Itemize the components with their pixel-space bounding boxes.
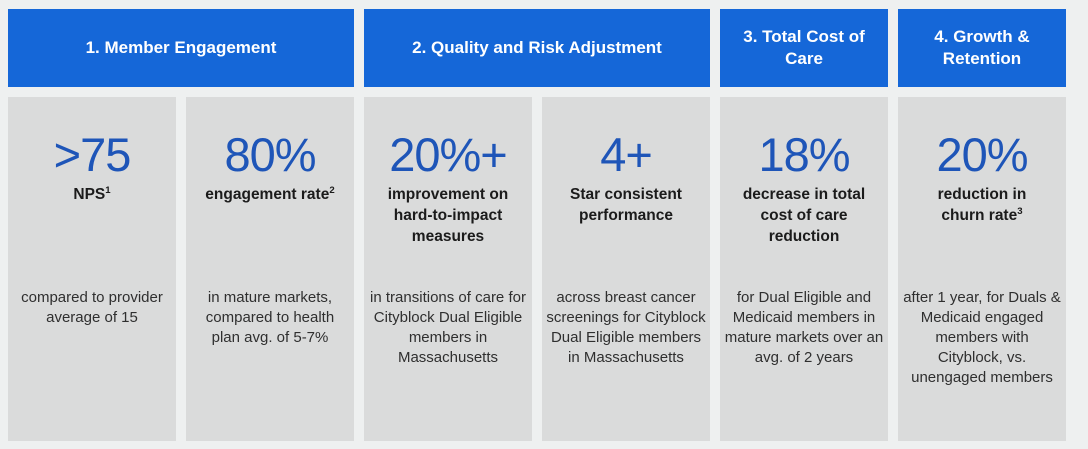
header-label: 1. Member Engagement — [85, 37, 277, 57]
stat-value: 20%+ — [389, 128, 508, 181]
header-total-cost-of-care: 3. Total Cost of Care — [720, 9, 888, 87]
metric-card-engagement-rate: 80% engagement rate2 in mature markets, … — [186, 97, 354, 441]
stat-description: across breast cancer screenings for City… — [546, 289, 706, 366]
header-label: 3. Total Cost of Care — [743, 26, 865, 68]
stat-description: compared to provider average of 15 — [21, 289, 163, 326]
stat-description: in mature markets, compared to health pl… — [205, 289, 335, 346]
stat-label: NPS1 — [73, 185, 111, 204]
stat-label: engagement rate2 — [205, 185, 335, 204]
metric-card-measure-improvement: 20%+ improvement on hard-to-impact measu… — [364, 97, 532, 441]
stat-label: reduction in churn rate3 — [937, 186, 1027, 225]
stat-label: decrease in total cost of care reduction — [742, 186, 866, 245]
stat-label: Star consistent performance — [570, 186, 682, 225]
footnote-marker: 1 — [105, 185, 111, 196]
stat-description: after 1 year, for Duals & Medicaid engag… — [903, 289, 1061, 386]
header-growth-retention: 4. Growth & Retention — [898, 9, 1066, 87]
stat-label: improvement on hard-to-impact measures — [387, 186, 509, 245]
header-quality-risk-adjustment: 2. Quality and Risk Adjustment — [364, 9, 710, 87]
stat-description: for Dual Eligible and Medicaid members i… — [724, 289, 884, 366]
header-label: 4. Growth & Retention — [934, 26, 1030, 68]
stat-value: 18% — [758, 128, 850, 181]
stat-value: >75 — [53, 128, 132, 181]
stat-description: in transitions of care for Cityblock Dua… — [370, 289, 526, 366]
metric-card-churn-reduction: 20% reduction in churn rate3 after 1 yea… — [898, 97, 1066, 441]
stat-value: 20% — [936, 128, 1028, 181]
metric-card-cost-decrease: 18% decrease in total cost of care reduc… — [720, 97, 888, 441]
metric-card-star-performance: 4+ Star consistent performance across br… — [542, 97, 710, 441]
header-label: 2. Quality and Risk Adjustment — [412, 37, 662, 57]
footnote-marker: 3 — [1017, 205, 1023, 217]
stat-value: 80% — [224, 128, 316, 181]
metric-card-nps: >75 NPS1 compared to provider average of… — [8, 97, 176, 441]
header-member-engagement: 1. Member Engagement — [8, 9, 354, 87]
stat-value: 4+ — [600, 128, 653, 181]
footnote-marker: 2 — [329, 185, 335, 196]
